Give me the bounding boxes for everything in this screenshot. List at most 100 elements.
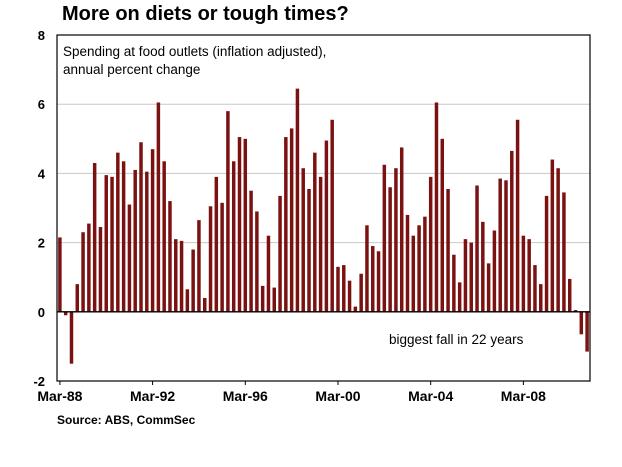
bar [243, 138, 248, 312]
bar [440, 138, 445, 312]
bar [446, 188, 450, 312]
y-tick-label: 0 [38, 305, 45, 320]
bar [69, 311, 74, 364]
bar [544, 195, 549, 312]
text-layer: Spending at food outlets (inflation adju… [63, 44, 524, 347]
bar [347, 280, 352, 312]
bar [185, 289, 190, 312]
bar [168, 201, 172, 312]
bar [521, 235, 526, 312]
bar [336, 266, 340, 312]
bar [394, 168, 398, 312]
bar [226, 111, 230, 312]
bar [191, 249, 195, 312]
axis-layer [56, 34, 591, 385]
bar [58, 237, 62, 312]
bar [87, 223, 91, 312]
bar [237, 137, 242, 312]
bar [567, 278, 572, 312]
bar [278, 195, 282, 312]
bar [330, 119, 334, 312]
bar [533, 265, 537, 312]
x-tick-label: Mar-04 [408, 388, 453, 404]
x-tick-label: Mar-08 [501, 388, 546, 404]
bar [75, 284, 80, 312]
bar [585, 311, 589, 352]
x-tick-label: Mar-00 [315, 388, 360, 404]
bar [249, 190, 253, 312]
bars-layer [58, 88, 589, 364]
bar [434, 102, 439, 312]
bar [284, 137, 288, 312]
bar [104, 175, 108, 312]
bar [515, 119, 520, 312]
bar [260, 285, 265, 312]
bar [295, 88, 300, 312]
bar [342, 265, 346, 312]
bar [428, 176, 433, 312]
bar [139, 142, 143, 312]
y-tick-label: 2 [38, 236, 45, 251]
bar [133, 169, 137, 312]
bar [423, 216, 427, 312]
bar [214, 176, 219, 312]
bar [492, 230, 497, 312]
bar [81, 232, 85, 312]
bar [365, 225, 369, 312]
bar [382, 164, 387, 312]
chart-title: More on diets or tough times? [62, 3, 349, 25]
bar [156, 102, 161, 312]
bar [376, 251, 381, 312]
bar [388, 187, 392, 312]
bar [475, 185, 479, 312]
bar [266, 235, 271, 312]
bar [121, 161, 126, 312]
bar [359, 273, 363, 312]
bar [498, 178, 502, 312]
bar [371, 246, 375, 312]
bar [301, 168, 305, 312]
bar [550, 159, 555, 312]
bar [318, 176, 323, 312]
bar [579, 311, 584, 335]
bar [220, 202, 224, 312]
plot-frame [56, 34, 591, 382]
bar [127, 204, 132, 312]
bar [411, 235, 416, 312]
bar [399, 147, 404, 312]
chart-subtitle-line: annual percent change [63, 62, 200, 77]
bar [110, 176, 114, 312]
annotation-biggest-fall: biggest fall in 22 years [389, 332, 524, 347]
y-tick-label: 6 [38, 97, 45, 112]
bar [272, 287, 276, 312]
bar [405, 214, 410, 312]
bar [486, 263, 491, 312]
bar [150, 149, 155, 312]
bar [92, 163, 97, 312]
bar [481, 221, 485, 312]
bar [307, 188, 311, 312]
bar [504, 180, 508, 312]
bar [63, 311, 68, 316]
bar [353, 306, 358, 312]
labels-layer: -2 0 2 4 6 8 Mar-88 Mar-92 Mar-96 Mar-00 Mar-04 Mar… [33, 28, 546, 404]
bar [98, 227, 103, 312]
y-tick-label: -2 [33, 374, 45, 389]
bar [313, 152, 317, 312]
x-tick-label: Mar-92 [130, 388, 175, 404]
chart-subtitle-line: Spending at food outlets (inflation adju… [63, 44, 326, 59]
bar [463, 239, 468, 312]
bar [162, 161, 166, 312]
x-tick-label: Mar-88 [37, 388, 82, 404]
source-note: Source: ABS, CommSec [57, 413, 196, 427]
y-tick-label: 8 [38, 28, 45, 43]
bar [527, 239, 531, 312]
bar [255, 211, 259, 312]
bar [289, 128, 294, 312]
bar [179, 240, 184, 312]
bar [203, 297, 207, 312]
bar [208, 206, 213, 312]
x-tick-label: Mar-96 [223, 388, 268, 404]
bar [556, 168, 560, 312]
bar [116, 152, 120, 312]
